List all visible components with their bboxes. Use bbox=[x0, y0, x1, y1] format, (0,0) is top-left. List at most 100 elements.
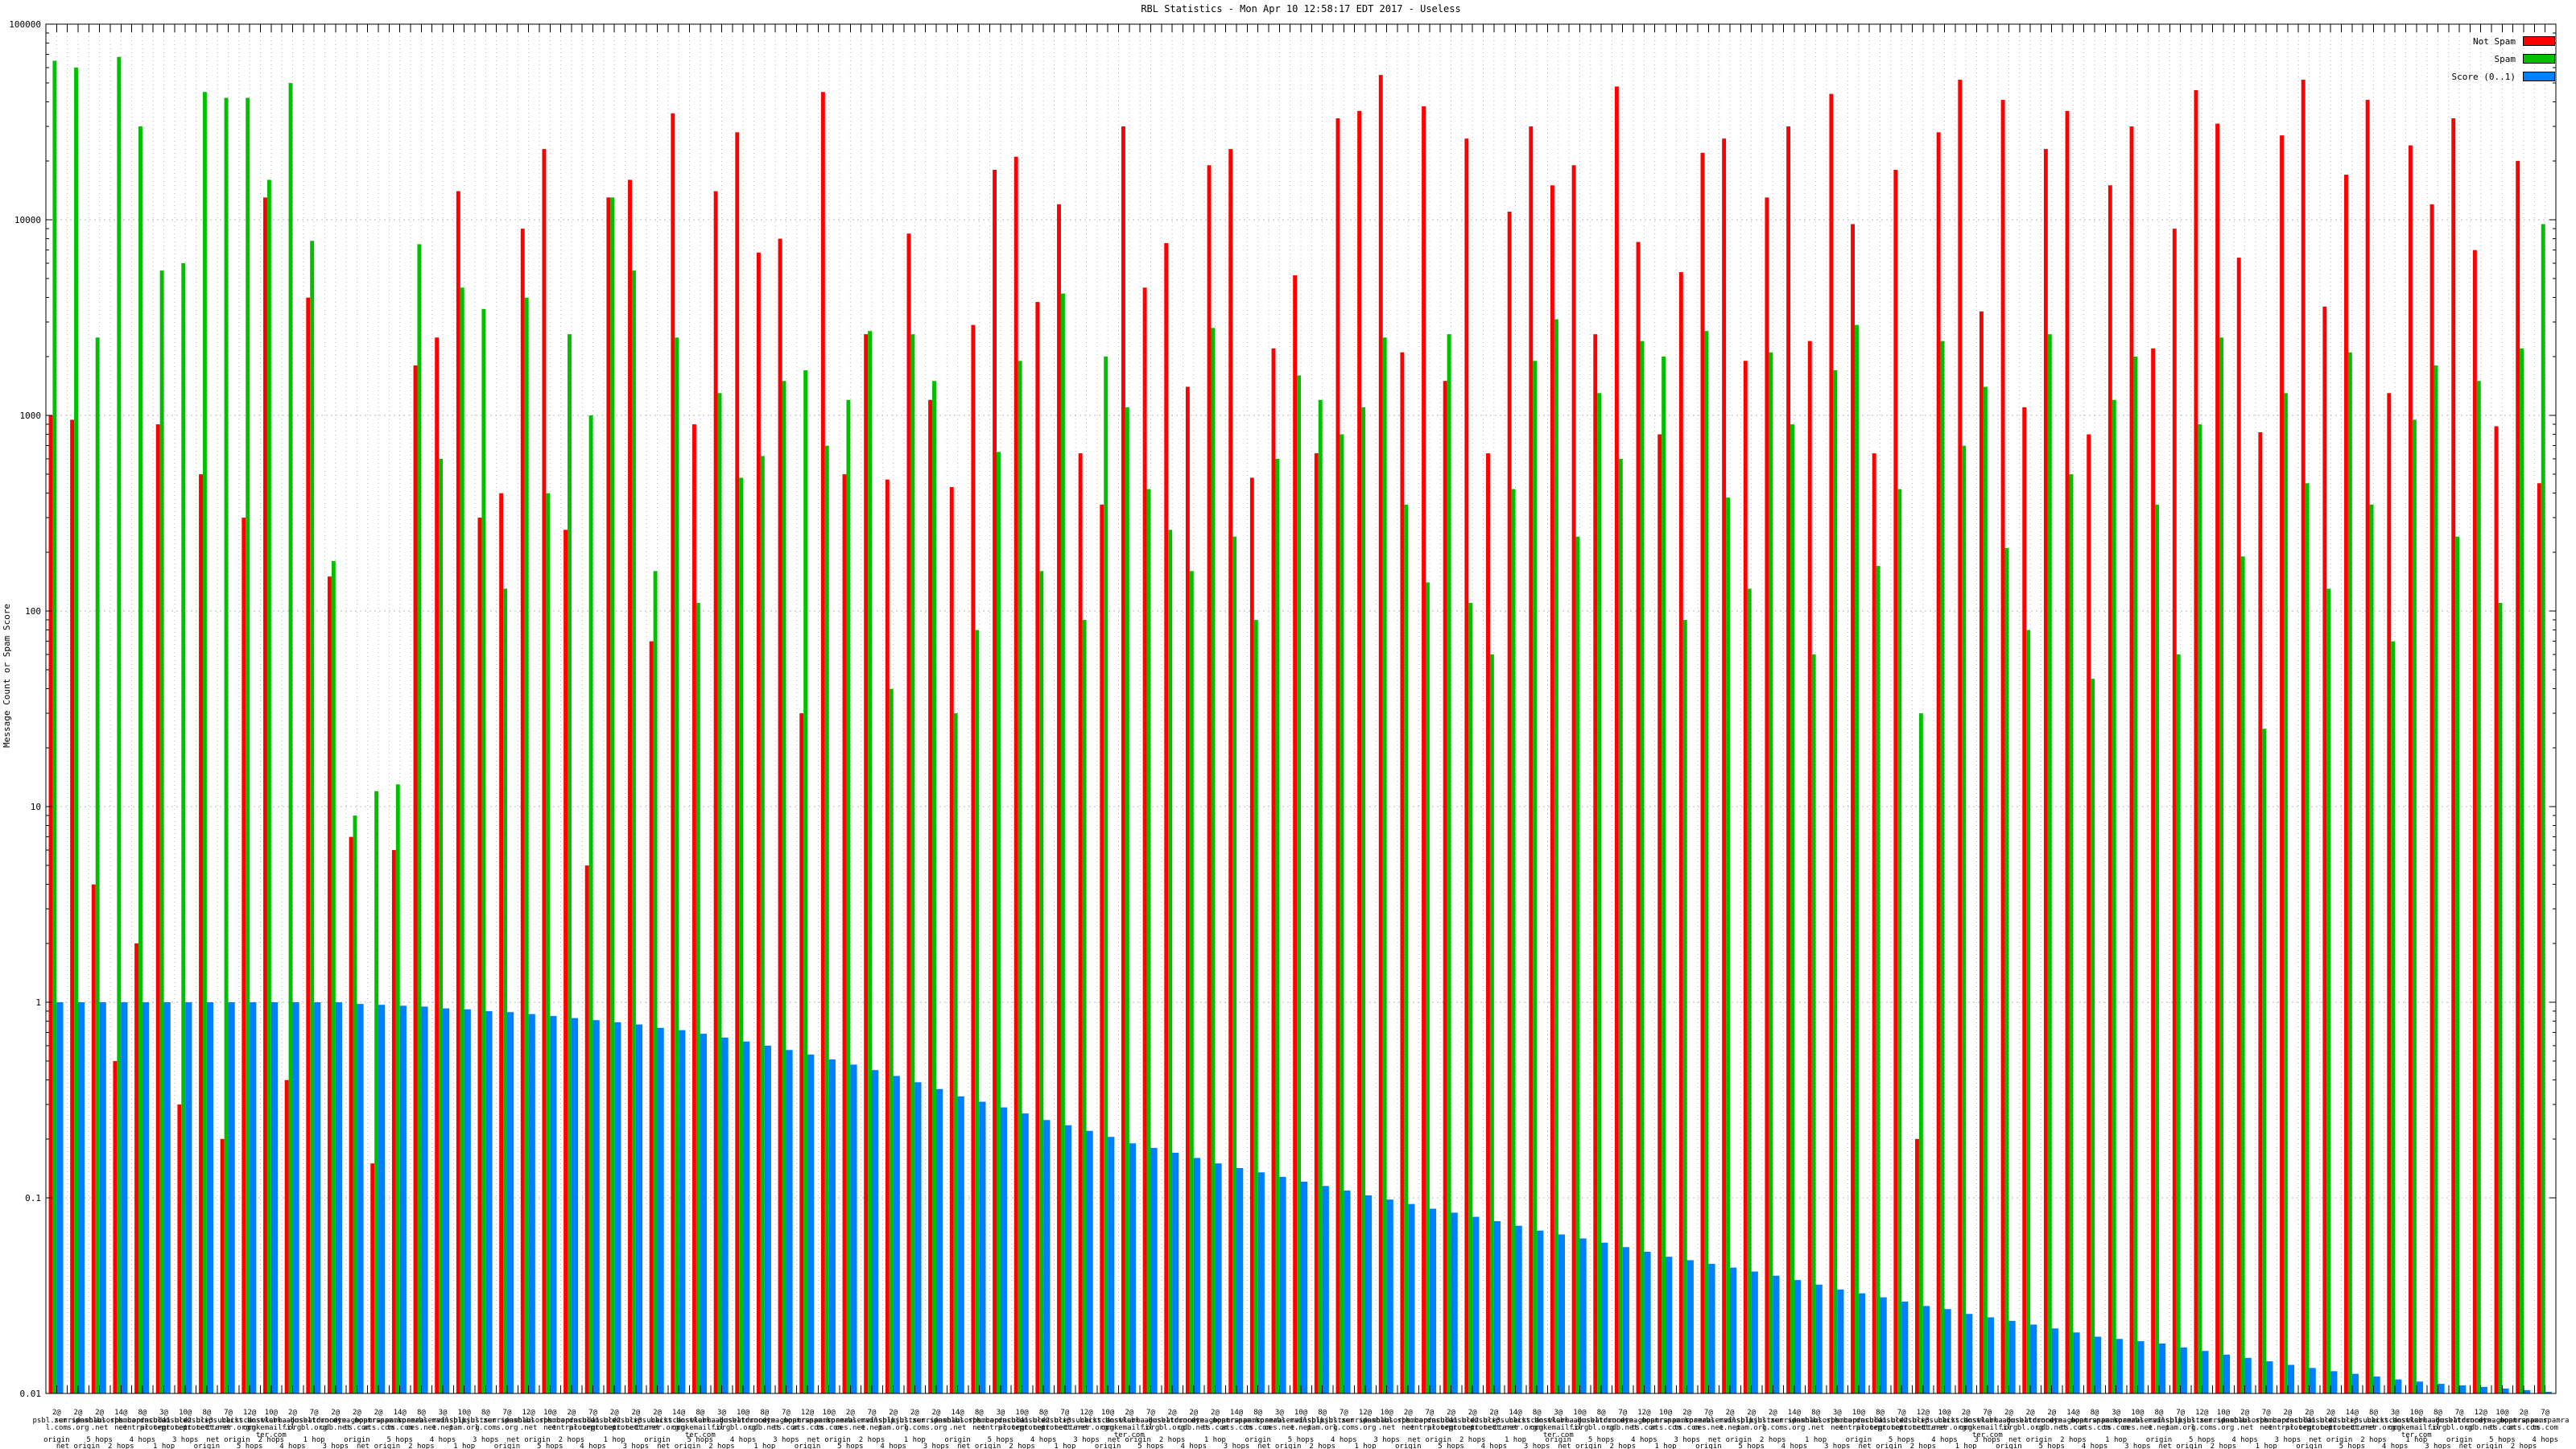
x-label-count: 10@ bbox=[2410, 1409, 2424, 1417]
bar-spam bbox=[1640, 341, 1645, 1394]
bar-spam bbox=[717, 393, 722, 1393]
x-label-hops: origin bbox=[1996, 1443, 2022, 1449]
x-label-rbl: korea.servi bbox=[1685, 1417, 1733, 1425]
bar-spam bbox=[1489, 654, 1494, 1393]
bar-not-spam bbox=[628, 180, 632, 1394]
legend-swatch-not-spam bbox=[2523, 36, 2555, 46]
x-label-rbl: dnsbl-2.uce bbox=[161, 1417, 209, 1425]
bar-not-spam bbox=[456, 191, 460, 1394]
x-label-count: 8@ bbox=[760, 1409, 769, 1417]
x-label-rbl: ts.com bbox=[2103, 1424, 2129, 1432]
x-label-hops: 5 hops bbox=[988, 1436, 1014, 1444]
x-label-rbl: unkemailfil bbox=[1534, 1424, 1583, 1432]
x-label-rbl: udb.net bbox=[749, 1424, 780, 1432]
bar-spam bbox=[1597, 393, 1602, 1393]
x-label-rbl: .org bbox=[284, 1424, 302, 1432]
x-label-count: 10@ bbox=[1015, 1409, 1029, 1417]
x-label-count: 2@ bbox=[2283, 1409, 2292, 1417]
x-label-count: 8@ bbox=[2091, 1409, 2099, 1417]
bar-score bbox=[1751, 1271, 1758, 1393]
bar-not-spam bbox=[1335, 118, 1340, 1394]
bar-not-spam bbox=[2022, 407, 2027, 1393]
bar-spam bbox=[631, 270, 636, 1394]
x-label-hops: 5 hops bbox=[687, 1436, 714, 1444]
bar-not-spam bbox=[820, 92, 825, 1393]
bar-spam bbox=[2240, 556, 2245, 1393]
x-label-hops: 2 hops bbox=[408, 1443, 435, 1449]
bar-score bbox=[1193, 1158, 1200, 1393]
x-label-count: 2@ bbox=[95, 1409, 104, 1417]
x-label-count: 10@ bbox=[823, 1409, 836, 1417]
bar-spam bbox=[1940, 341, 1945, 1394]
bar-score bbox=[528, 1013, 535, 1393]
bar-spam bbox=[2026, 630, 2031, 1393]
x-label-rbl: net bbox=[114, 1424, 127, 1432]
bar-score bbox=[850, 1064, 857, 1393]
bar-spam bbox=[2283, 393, 2288, 1393]
x-label-hops: 4 hops bbox=[730, 1436, 757, 1444]
bar-spam bbox=[1018, 361, 1022, 1393]
x-label-rbl: dnsbl.drone bbox=[1577, 1417, 1625, 1425]
bar-not-spam bbox=[2516, 160, 2520, 1393]
bar-score bbox=[1043, 1120, 1051, 1393]
bar-score bbox=[872, 1070, 879, 1393]
x-label-hops: 1 hop bbox=[753, 1443, 775, 1449]
x-label-rbl: ts.com bbox=[815, 1424, 842, 1432]
x-label-count: 10@ bbox=[458, 1409, 472, 1417]
bar-spam bbox=[675, 337, 679, 1394]
x-label-rbl: dnsbl.justs bbox=[2157, 1417, 2205, 1425]
x-label-rbl: cbl.abuseat bbox=[1556, 1417, 1604, 1425]
bar-score bbox=[1794, 1280, 1802, 1393]
x-label-count: 2@ bbox=[1168, 1409, 1177, 1417]
x-label-rbl: protect.net bbox=[2285, 1424, 2334, 1432]
x-label-hops: 3 hops bbox=[623, 1443, 650, 1449]
x-label-rbl: protect.net bbox=[590, 1424, 638, 1432]
x-label-hops: 5 hops bbox=[537, 1443, 564, 1449]
x-label-rbl: protect.net bbox=[1899, 1424, 1947, 1432]
x-label-rbl: .org bbox=[1142, 1424, 1160, 1432]
x-label-count: 2@ bbox=[1769, 1409, 1777, 1417]
x-label-rbl: bl.org bbox=[301, 1424, 328, 1432]
bar-not-spam bbox=[906, 233, 911, 1393]
bar-not-spam bbox=[263, 197, 267, 1393]
x-label-rbl: net bbox=[1831, 1424, 1843, 1432]
x-label-rbl: bl.org bbox=[1159, 1424, 1186, 1432]
bar-spam bbox=[2198, 424, 2202, 1393]
bar-not-spam bbox=[1249, 477, 1254, 1393]
x-label-rbl: spam.spamra bbox=[2092, 1417, 2140, 1425]
x-label-rbl: korea.servi bbox=[827, 1417, 875, 1425]
bar-spam bbox=[1468, 602, 1473, 1393]
x-label-hops: 4 hops bbox=[279, 1443, 306, 1449]
x-label-hops: 5 hops bbox=[837, 1443, 864, 1449]
x-label-rbl: zen.spamhau bbox=[1341, 1417, 1389, 1425]
legend-item-spam: Spam bbox=[2452, 50, 2555, 68]
bar-spam bbox=[224, 97, 229, 1394]
x-label-hops: origin bbox=[1846, 1436, 1872, 1444]
bar-spam bbox=[1533, 361, 1538, 1393]
bar-spam bbox=[52, 60, 57, 1394]
x-label-hops: 5 hops bbox=[1738, 1443, 1765, 1449]
bar-spam bbox=[739, 477, 744, 1393]
x-label-count: 10@ bbox=[1852, 1409, 1866, 1417]
bar-score bbox=[357, 1004, 364, 1393]
x-label-hops: 2 hops bbox=[1760, 1436, 1786, 1444]
bar-not-spam bbox=[2365, 100, 2370, 1394]
x-label-rbl: .net bbox=[1807, 1424, 1825, 1432]
bar-not-spam bbox=[735, 132, 740, 1394]
x-label-rbl: hostkarma.j bbox=[676, 1417, 724, 1425]
bar-score bbox=[1215, 1163, 1222, 1393]
x-label-rbl: org bbox=[1101, 1424, 1114, 1432]
bar-score bbox=[185, 1002, 192, 1393]
bar-spam bbox=[932, 381, 936, 1393]
x-label-count: 2@ bbox=[1682, 1409, 1691, 1417]
bar-score bbox=[2459, 1385, 2467, 1393]
bar-spam bbox=[310, 241, 315, 1394]
bar-not-spam bbox=[2129, 126, 2134, 1393]
bar-spam bbox=[138, 126, 142, 1393]
x-label-rbl: dnsbl.sorbs bbox=[934, 1417, 982, 1425]
bar-score bbox=[571, 1018, 579, 1393]
bar-not-spam bbox=[48, 415, 53, 1393]
x-label-count: 8@ bbox=[2434, 1409, 2442, 1417]
bar-score bbox=[979, 1101, 986, 1393]
bar-spam bbox=[2369, 504, 2374, 1393]
